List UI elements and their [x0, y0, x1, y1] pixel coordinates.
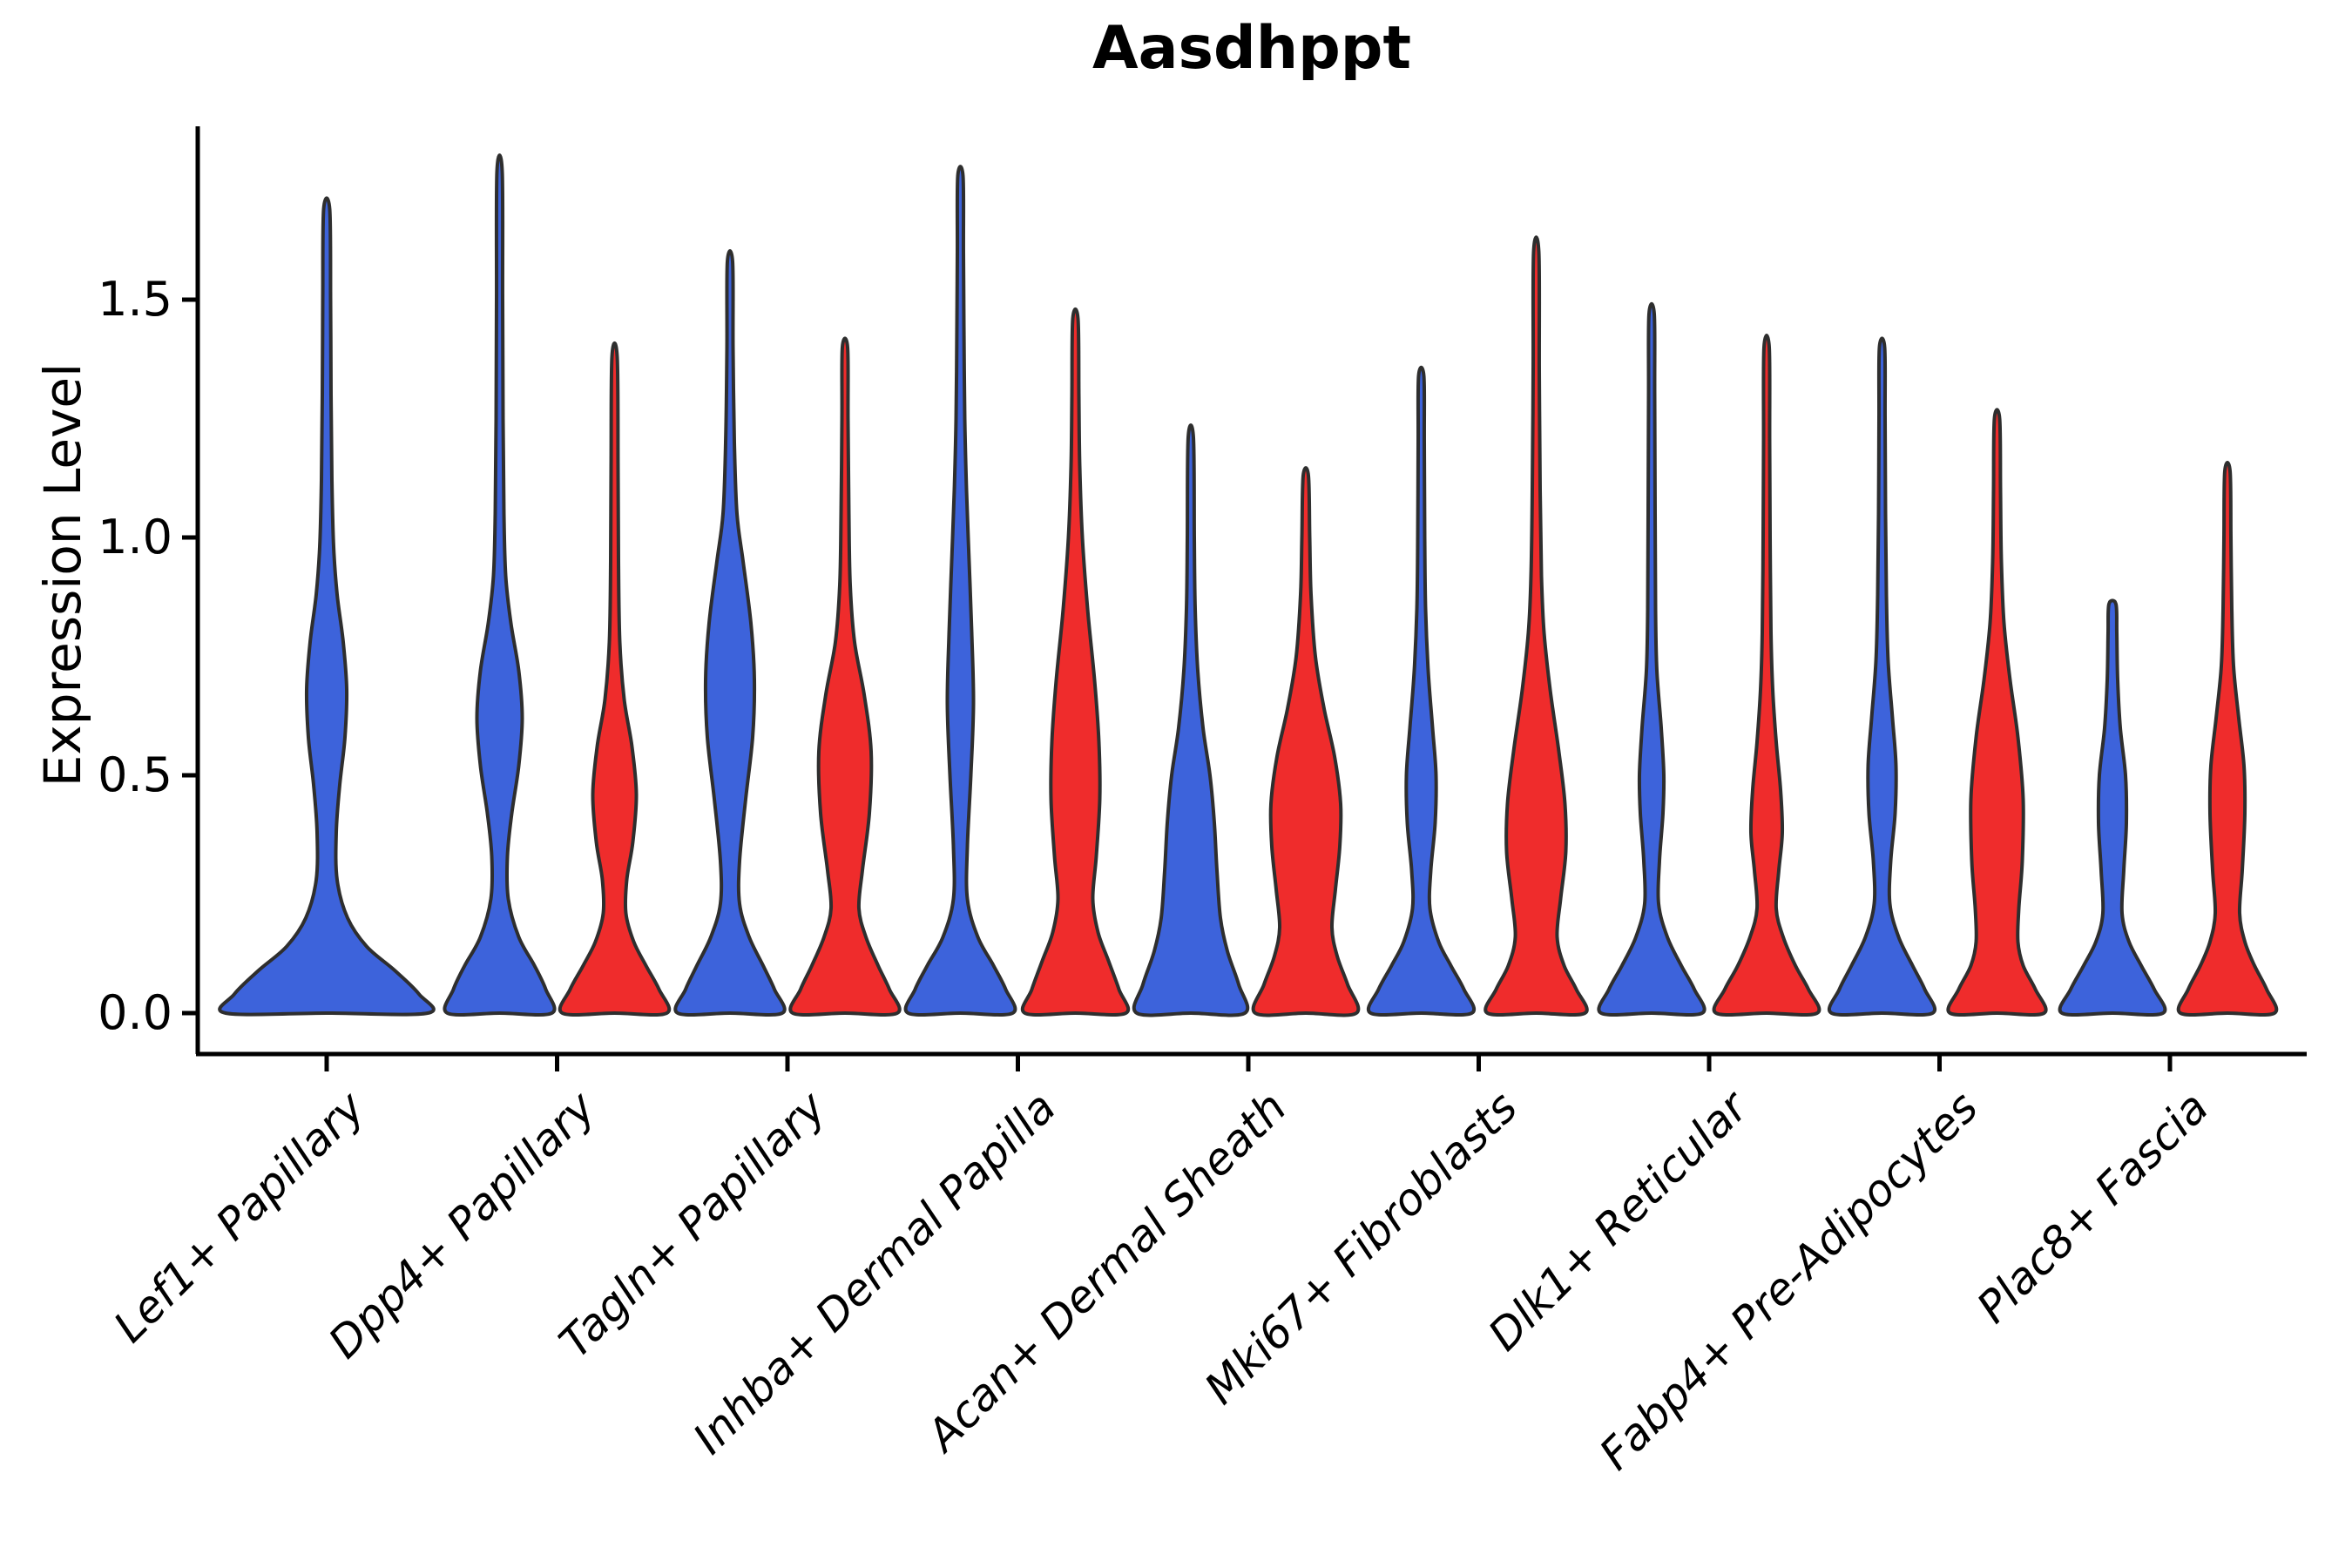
chart-title: Aasdhppt — [1092, 14, 1411, 83]
violin-tagln-papillary-red — [788, 336, 902, 1017]
violin-acan-dermal-sheath-red — [1251, 466, 1361, 1017]
violin-plac8-fascia-blue — [2058, 598, 2167, 1017]
y-tick-label: 0.5 — [98, 747, 172, 802]
violin-dpp4-papillary-red — [558, 341, 672, 1017]
y-tick-label: 1.0 — [98, 510, 172, 564]
violin-mki67-fibroblasts-blue — [1366, 365, 1477, 1017]
y-tick-label: 1.5 — [98, 272, 172, 327]
violin-dlk1-reticular-red — [1712, 333, 1821, 1017]
violins-group — [218, 153, 2279, 1017]
violin-inhba-dermal-papilla-blue — [903, 165, 1017, 1017]
violin-lef1-papillary-blue — [218, 196, 436, 1017]
axis-ticks — [182, 297, 2173, 1071]
violin-plac8-fascia-red — [2176, 461, 2279, 1017]
violin-dpp4-papillary-blue — [443, 153, 557, 1017]
violin-tagln-papillary-blue — [673, 249, 787, 1017]
axes-spines — [195, 126, 2307, 1057]
violin-dlk1-reticular-blue — [1597, 301, 1707, 1017]
y-tick-label: 0.0 — [98, 985, 172, 1040]
violin-fabp4-pre-adipocytes-red — [1946, 408, 2048, 1017]
violin-inhba-dermal-papilla-red — [1020, 307, 1131, 1017]
violin-mki67-fibroblasts-red — [1484, 235, 1589, 1017]
violin-fabp4-pre-adipocytes-blue — [1827, 336, 1937, 1017]
violin-acan-dermal-sheath-blue — [1132, 422, 1250, 1017]
